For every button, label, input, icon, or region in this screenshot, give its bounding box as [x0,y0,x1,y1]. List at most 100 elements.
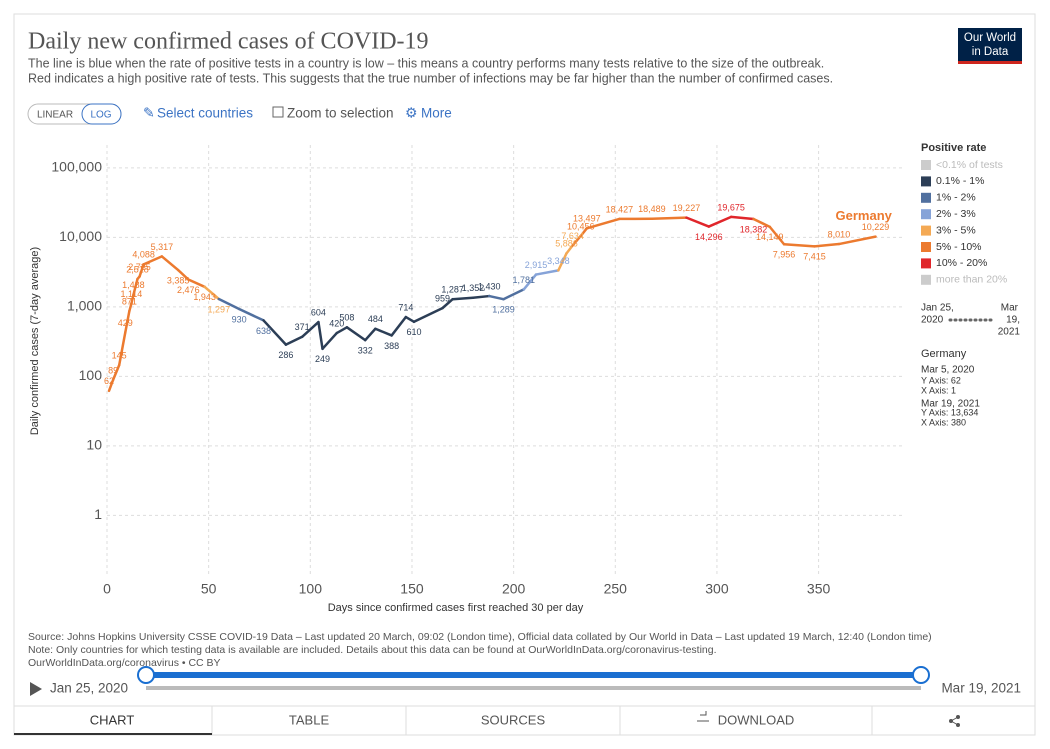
x-tick-label: 200 [502,581,526,597]
tab[interactable]: TABLE [289,712,330,727]
logo[interactable] [958,28,1022,64]
tooltip-date: Mar 5, 2020 [921,365,975,376]
data-label: 508 [339,313,354,323]
series-segment [487,294,505,301]
series-segment [138,263,145,278]
series-segment [111,363,121,382]
series-segment [300,320,320,339]
data-label: 5,317 [151,242,174,252]
legend-label: more than 20% [936,274,1007,286]
series-segment [752,217,772,229]
plot: 1 10 100 1,000 10,000 100,000 0 50 100 150 200 250 3… [29,145,904,614]
series-segment [782,242,816,248]
series-segment [685,216,711,228]
data-label: 871 [122,296,137,306]
series-segment [335,326,349,335]
title: Daily new confirmed cases of COVID-19 [28,29,429,55]
timeline-label: 2021 [998,327,1021,338]
legend-swatch [921,192,931,203]
data-label: 18,427 [606,204,634,214]
series-segment [729,215,755,221]
legend-swatch [921,242,931,252]
series-segment [412,306,444,324]
timeline-handle[interactable] [912,666,930,684]
legend-label: 1% - 2% [936,192,976,204]
y-axis-label: Daily confirmed cases (7-day average) [29,247,41,435]
series-segment [813,242,841,248]
series-segment [565,244,574,255]
legend-title: Positive rate [921,142,986,154]
series-segment [441,297,454,310]
subtitle: The line is blue when the rate of positi… [28,56,824,70]
series-segment [217,297,241,311]
log-button[interactable] [81,103,122,125]
series-segment [130,293,135,305]
more-button[interactable]: More [421,106,452,121]
series-segment [160,255,180,272]
data-label: 10,229 [862,222,890,232]
series-segment [557,252,568,272]
play-button[interactable] [30,682,42,696]
series-segment [284,335,304,346]
timeline-handle[interactable] [137,666,155,684]
share-icon[interactable] [949,715,960,727]
data-label: 484 [368,314,383,324]
data-label: 1,430 [478,281,501,291]
series-segment [117,331,127,367]
x-tick-label: 250 [604,581,628,597]
data-label: 2,725 [128,262,151,272]
x-axis-label: Days since confirmed cases first reached… [328,602,584,614]
tab[interactable]: SOURCES [481,712,546,727]
series-segment [262,319,288,346]
data-label: 3,385 [167,275,190,285]
data-label: 1,289 [492,305,515,315]
data-label: 638 [256,326,271,336]
select-countries[interactable]: Select countries [157,106,253,121]
x-tick-label: 300 [705,581,729,597]
x-tick-label: 0 [103,581,111,597]
series-segment [203,285,221,301]
data-label: 7,956 [773,250,796,260]
data-label: 19,227 [673,203,701,213]
data-label: 2,476 [177,285,200,295]
data-label: 8,010 [828,229,851,239]
series-segment [390,315,408,337]
data-label: 429 [118,318,133,328]
y-tick-label: 1 [94,506,102,522]
y-tick-label: 10,000 [59,228,102,244]
tooltip-y: Y Axis: 13,634 [921,407,978,417]
legend-label: 0.1% - 1% [936,175,984,187]
checkbox[interactable] [272,106,284,118]
series-segment [571,234,582,247]
log-label: LOG [90,110,111,121]
data-label: 1,943 [193,292,216,302]
series-segment [707,215,733,228]
tooltip-y: Y Axis: 62 [921,375,961,385]
tab[interactable]: CHART [90,712,135,727]
subtitle: Red indicates a high positive rate of te… [28,71,833,85]
data-label: 10,456 [567,221,595,231]
data-label: 7,415 [803,252,826,262]
series-segment [363,327,377,342]
source: Source: Johns Hopkins University CSSE CO… [28,631,932,643]
data-label: 420 [329,318,344,328]
linear-button[interactable]: LINEAR [37,110,73,121]
series-segment [107,378,115,393]
data-label: 332 [358,346,373,356]
logo-text: Our World [964,32,1016,44]
timeline-label: 19, [1006,315,1020,326]
timeline-label: Jan 25, [921,303,954,314]
tooltip-country: Germany [921,348,967,360]
timeline-end: Mar 19, 2021 [941,681,1021,696]
legend-swatch [921,209,931,220]
y-tick-label: 100 [79,367,103,383]
series-segment [132,277,139,297]
series-segment [768,225,786,246]
legend-label: 3% - 5% [936,224,976,236]
legend-swatch [921,160,931,170]
timeline-start: Jan 25, 2020 [50,681,128,696]
data-label: 19,675 [717,202,745,212]
tab[interactable]: DOWNLOAD [718,712,795,727]
